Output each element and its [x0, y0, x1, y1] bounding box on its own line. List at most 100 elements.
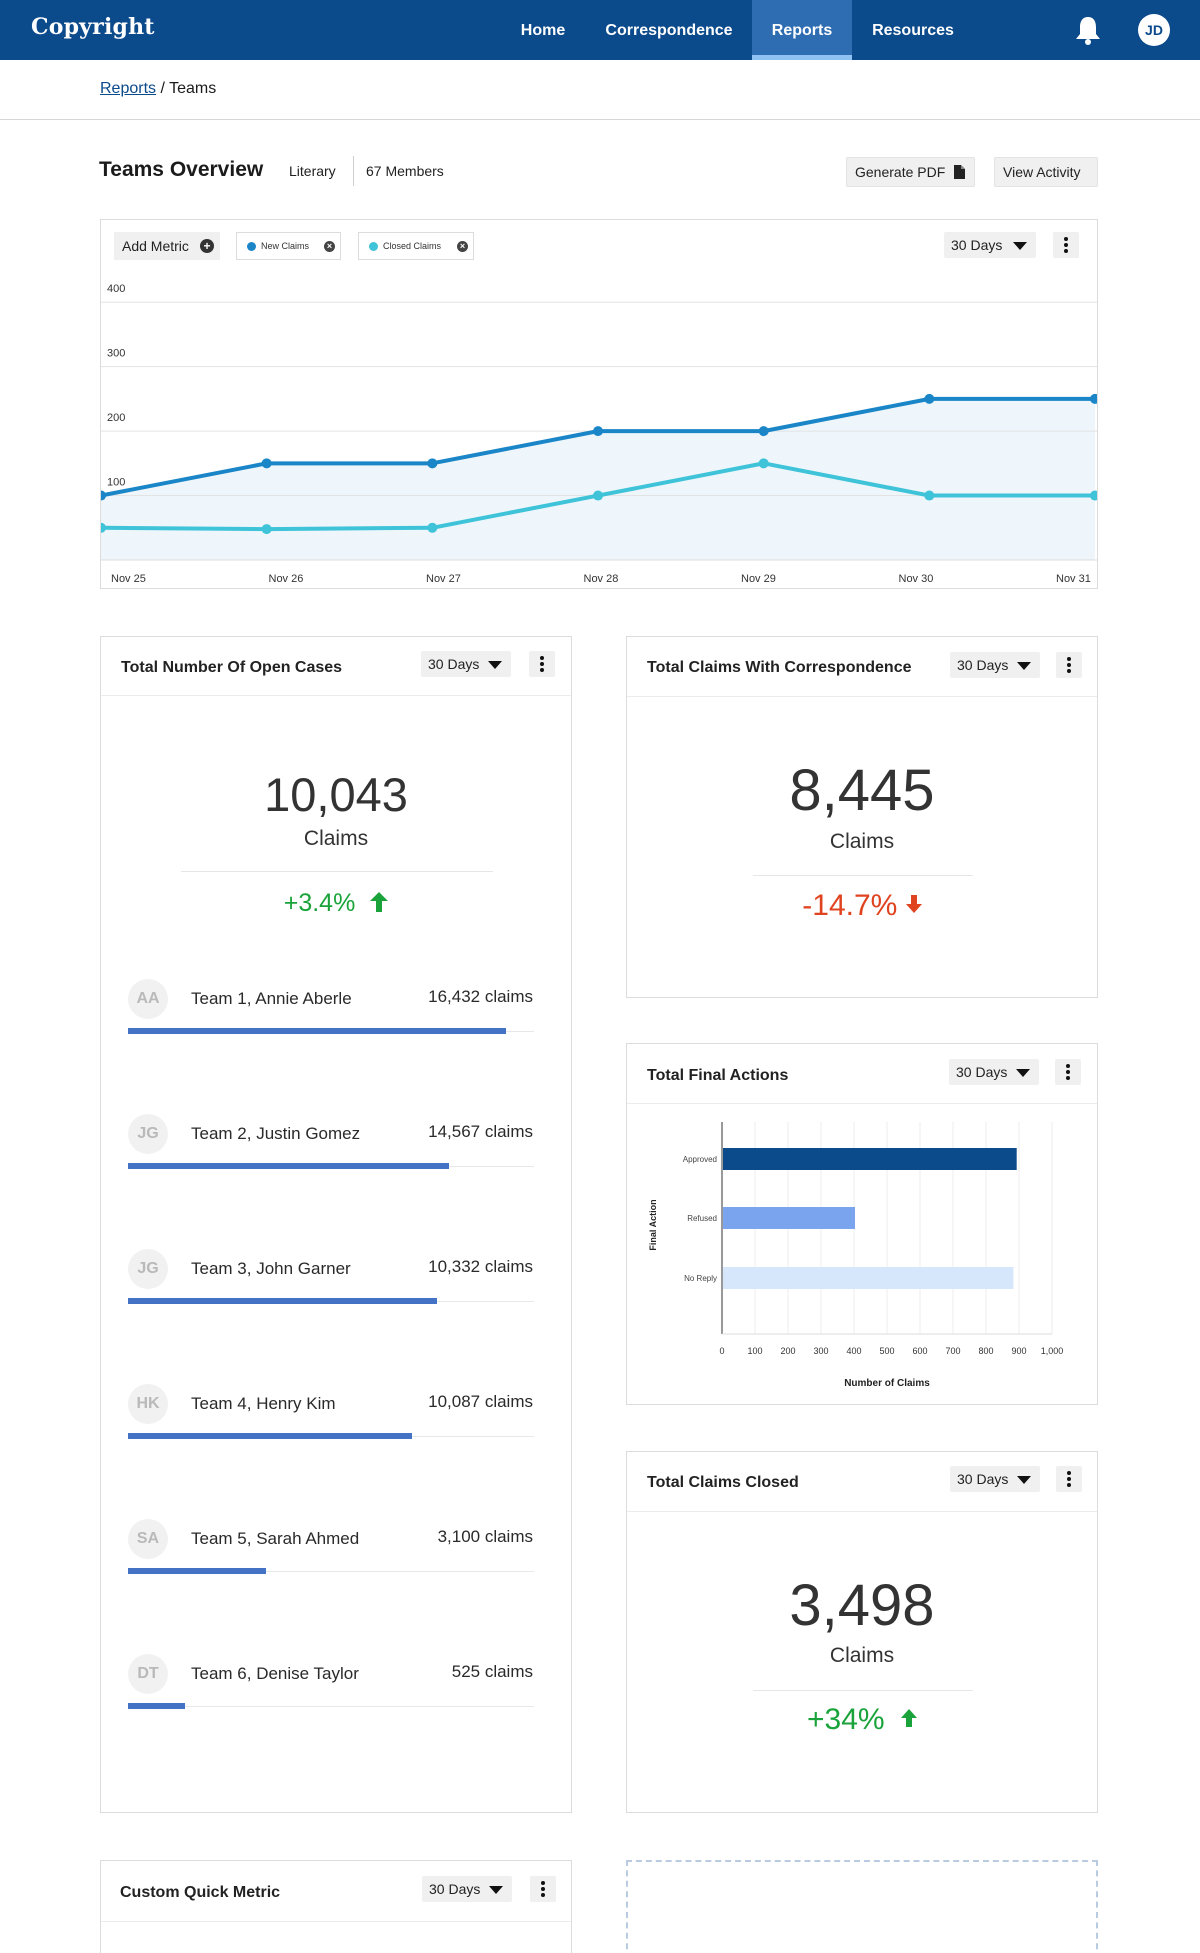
closed-claims-dot-icon — [369, 242, 378, 251]
x-tick-label: 200 — [780, 1346, 795, 1356]
user-avatar[interactable]: JD — [1138, 14, 1170, 46]
claims-closed-range-dropdown[interactable]: 30 Days — [950, 1466, 1040, 1492]
card-header-divider — [101, 695, 571, 696]
card-header-divider — [627, 1511, 1097, 1512]
team-avatar: HK — [128, 1384, 168, 1424]
caret-down-icon — [1013, 242, 1027, 250]
breadcrumb-bar: Reports / Teams — [0, 60, 1200, 120]
metric-chip-closed-claims[interactable]: Closed Claims × — [358, 232, 474, 260]
x-tick-label: 900 — [1011, 1346, 1026, 1356]
x-tick-label: 600 — [912, 1346, 927, 1356]
team-avatar: JG — [128, 1114, 168, 1154]
trend-more-menu[interactable] — [1053, 232, 1079, 258]
view-activity-button[interactable]: View Activity — [994, 157, 1098, 187]
top-navigation: Copyright Home Correspondence Reports Re… — [0, 0, 1200, 60]
generate-pdf-button[interactable]: Generate PDF — [846, 157, 975, 187]
team-name: Team 4, Henry Kim — [191, 1394, 336, 1413]
x-tick-label: 300 — [813, 1346, 828, 1356]
remove-x-icon[interactable]: × — [457, 241, 468, 252]
open-cases-range-dropdown[interactable]: 30 Days — [421, 651, 511, 677]
page-title: Teams Overview — [99, 158, 264, 181]
breadcrumb-separator: / — [160, 80, 165, 97]
team-claims: 10,087 claims — [428, 1392, 533, 1411]
claims-closed-card: Total Claims Closed 30 Days 3,498 Claims… — [626, 1451, 1098, 1813]
caret-down-icon — [489, 1886, 503, 1894]
remove-x-icon[interactable]: × — [324, 241, 335, 252]
team-name: Team 1, Annie Aberle — [191, 989, 352, 1008]
claims-closed-unit: Claims — [829, 1644, 895, 1667]
team-name: Team 3, John Garner — [191, 1259, 351, 1278]
nav-reports[interactable]: Reports — [752, 0, 852, 60]
team-progress-track — [128, 1706, 534, 1707]
custom-metric-range-dropdown[interactable]: 30 Days — [422, 1876, 512, 1902]
category-label: Approved — [683, 1155, 717, 1164]
category-label: Refused — [687, 1214, 717, 1223]
claims-closed-more-menu[interactable] — [1056, 1466, 1082, 1492]
data-point — [427, 522, 438, 533]
data-point — [261, 524, 272, 535]
open-cases-value: 10,043 — [264, 768, 408, 821]
final-actions-range-dropdown[interactable]: 30 Days — [949, 1059, 1039, 1085]
nav-home[interactable]: Home — [520, 22, 566, 39]
data-point — [101, 490, 106, 501]
nav-correspondence[interactable]: Correspondence — [605, 22, 733, 39]
arrow-up-icon — [370, 892, 389, 912]
x-axis-title: Number of Claims — [844, 1378, 930, 1389]
range-label: 30 Days — [951, 237, 1003, 253]
x-tick-label: 100 — [747, 1346, 762, 1356]
caret-down-icon — [1017, 1476, 1031, 1484]
category-label: No Reply — [684, 1274, 717, 1283]
data-point — [1090, 393, 1097, 404]
trend-line-chart: 100 200 300 400 Nov 25 Nov 26 Nov 27 Nov 28 Nov … — [101, 283, 1097, 585]
team-claims: 14,567 claims — [428, 1122, 533, 1141]
team-progress-track — [128, 1571, 534, 1572]
open-cases-more-menu[interactable] — [529, 651, 555, 677]
team-avatar: SA — [128, 1519, 168, 1559]
add-widget-placeholder[interactable] — [626, 1860, 1098, 1953]
correspondence-unit: Claims — [829, 830, 895, 853]
metric-chip-new-claims[interactable]: New Claims × — [236, 232, 341, 260]
data-point — [924, 490, 935, 501]
nav-resources[interactable]: Resources — [872, 22, 954, 39]
team-progress-bar — [128, 1298, 437, 1304]
arrow-up-icon — [900, 1709, 917, 1727]
team-name: Team 6, Denise Taylor — [191, 1664, 359, 1683]
range-label: 30 Days — [956, 1064, 1008, 1080]
generate-pdf-label: Generate PDF — [855, 164, 946, 180]
bell-icon[interactable] — [1074, 15, 1102, 45]
bar-refused — [723, 1207, 855, 1229]
open-cases-unit: Claims — [303, 827, 369, 850]
final-actions-more-menu[interactable] — [1055, 1059, 1081, 1085]
claims-closed-title: Total Claims Closed — [647, 1474, 799, 1491]
trend-range-dropdown[interactable]: 30 Days — [944, 232, 1036, 258]
y-tick-label: 300 — [107, 348, 125, 360]
x-tick-label: Nov 31 — [1056, 573, 1091, 585]
custom-metric-more-menu[interactable] — [530, 1876, 556, 1902]
add-metric-button[interactable]: Add Metric + — [114, 232, 220, 260]
correspondence-more-menu[interactable] — [1056, 652, 1082, 678]
x-tick-label: Nov 26 — [269, 573, 304, 585]
team-name: Team 5, Sarah Ahmed — [191, 1529, 360, 1548]
category-label: Literary — [289, 163, 336, 179]
data-point — [924, 393, 935, 404]
team-claims: 16,432 claims — [428, 987, 533, 1006]
y-tick-label: 400 — [107, 283, 125, 295]
x-tick-label: Nov 28 — [584, 573, 619, 585]
data-point — [427, 458, 438, 469]
team-progress-bar — [128, 1028, 506, 1034]
copyright-logo[interactable]: Copyright — [31, 14, 155, 40]
data-point — [593, 426, 603, 437]
header-divider — [353, 156, 354, 186]
correspondence-delta: -14.7% — [627, 889, 1097, 923]
claims-closed-delta: +34% — [627, 1703, 1097, 1737]
correspondence-range-dropdown[interactable]: 30 Days — [950, 652, 1040, 678]
caret-down-icon — [488, 661, 502, 669]
metric-chip-label: Closed Claims — [383, 241, 442, 251]
correspondence-title: Total Claims With Correspondence — [647, 659, 912, 676]
data-point — [261, 458, 272, 469]
breadcrumb-current: Teams — [169, 80, 217, 97]
y-tick-label: 200 — [107, 412, 125, 424]
correspondence-value: 8,445 — [789, 758, 935, 823]
breadcrumb-reports-link[interactable]: Reports — [100, 80, 157, 97]
team-progress-bar — [128, 1568, 266, 1574]
